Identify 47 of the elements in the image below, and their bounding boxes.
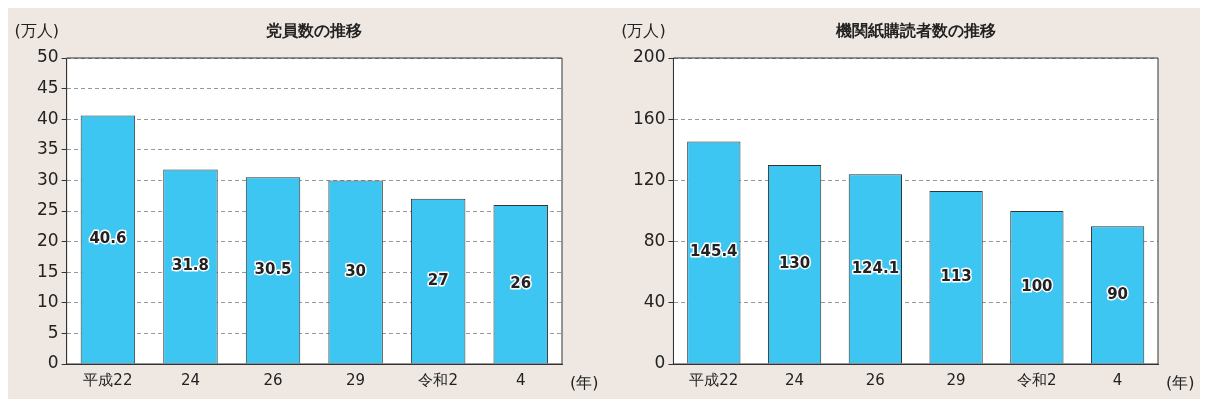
- data-label: 27: [427, 271, 449, 290]
- x-tick-label: 29: [346, 370, 366, 389]
- x-tick-label: 4: [1112, 370, 1123, 389]
- x-tick-label: 令和2: [418, 370, 458, 389]
- data-label: 130: [778, 254, 811, 273]
- chart-title: 機関紙購読者数の推移: [834, 21, 996, 41]
- x-tick-label: 29: [946, 370, 966, 389]
- data-label: 40.6: [89, 229, 127, 248]
- data-label: 145.4: [690, 242, 738, 261]
- chart-title: 党員数の推移: [265, 21, 363, 41]
- y-tick-label: 10: [36, 291, 59, 312]
- x-tick-label: 26: [263, 370, 283, 389]
- data-label: 124.1: [851, 258, 900, 277]
- x-axis-title: (年): [570, 373, 599, 393]
- data-label: 30.5: [254, 260, 292, 279]
- x-tick-label: 4: [515, 370, 526, 389]
- x-tick-label: 平成22: [689, 370, 739, 389]
- y-tick-label: 5: [47, 321, 59, 342]
- y-tick-label: 80: [643, 230, 666, 251]
- y-tick-label: 40: [643, 291, 666, 312]
- x-axis-title: (年): [1166, 373, 1195, 393]
- y-tick-label: 25: [36, 199, 59, 220]
- y-tick-label: 45: [36, 77, 59, 98]
- y-tick-label: 120: [632, 168, 666, 189]
- x-tick-label: 24: [180, 370, 201, 389]
- y-tick-label: 15: [36, 260, 59, 281]
- data-label: 100: [1021, 277, 1053, 296]
- y-tick-label: 35: [36, 138, 59, 159]
- data-label: 26: [510, 274, 532, 293]
- y-axis-title: (万人): [14, 21, 59, 41]
- y-axis-title: (万人): [621, 21, 666, 41]
- y-tick-label: 30: [36, 168, 59, 189]
- y-tick-label: 200: [632, 46, 666, 67]
- x-tick-label: 令和2: [1017, 370, 1057, 389]
- y-tick-label: 20: [36, 230, 59, 251]
- x-tick-label: 26: [865, 370, 885, 389]
- y-tick-label: 160: [632, 107, 666, 128]
- data-label: 113: [940, 267, 972, 286]
- y-tick-label: 50: [36, 46, 59, 67]
- x-tick-label: 24: [785, 370, 805, 389]
- data-label: 90: [1107, 284, 1129, 303]
- x-tick-label: 平成22: [83, 370, 133, 389]
- data-label: 31.8: [171, 256, 209, 275]
- data-label: 30: [345, 261, 367, 280]
- y-tick-label: 40: [36, 107, 59, 128]
- y-tick-label: 0: [654, 352, 666, 373]
- y-tick-label: 0: [47, 352, 59, 373]
